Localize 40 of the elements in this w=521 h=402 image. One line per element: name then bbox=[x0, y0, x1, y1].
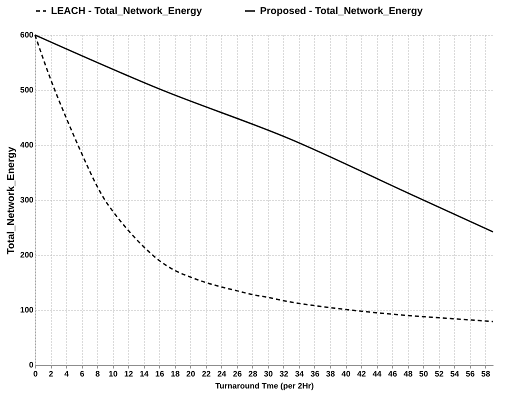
legend-label: LEACH - Total_Network_Energy bbox=[51, 6, 202, 17]
x-tick-label: 48 bbox=[404, 370, 414, 378]
x-tick-label: 8 bbox=[95, 370, 100, 378]
y-tick-label: 100 bbox=[20, 306, 34, 314]
x-tick-label: 36 bbox=[310, 370, 320, 378]
y-tick-label: 300 bbox=[20, 196, 34, 204]
x-axis-title: Turnaround Tme (per 2Hr) bbox=[215, 382, 314, 390]
x-tick-label: 30 bbox=[264, 370, 274, 378]
x-tick-label: 32 bbox=[279, 370, 289, 378]
x-tick-label: 42 bbox=[357, 370, 367, 378]
x-tick-label: 14 bbox=[140, 370, 150, 378]
x-tick-label: 16 bbox=[155, 370, 165, 378]
x-tick-label: 38 bbox=[326, 370, 336, 378]
x-tick-label: 52 bbox=[434, 370, 444, 378]
x-tick-label: 10 bbox=[108, 370, 118, 378]
y-tick-label: 0 bbox=[29, 360, 34, 370]
x-tick-label: 6 bbox=[80, 370, 85, 378]
y-tick-label: 200 bbox=[20, 250, 34, 260]
x-tick-label: 50 bbox=[419, 370, 429, 378]
y-tick-label: 600 bbox=[20, 30, 34, 40]
x-tick-label: 46 bbox=[388, 370, 398, 378]
x-tick-label: 54 bbox=[450, 370, 460, 378]
y-tick-label: 500 bbox=[20, 86, 34, 94]
x-tick-label: 24 bbox=[217, 370, 227, 378]
x-tick-label: 2 bbox=[48, 370, 54, 378]
x-tick-label: 56 bbox=[466, 370, 476, 378]
legend-label: Proposed - Total_Network_Energy bbox=[260, 6, 424, 17]
x-tick-label: 12 bbox=[124, 370, 134, 378]
x-tick-label: 18 bbox=[170, 370, 180, 378]
x-tick-label: 40 bbox=[342, 370, 352, 378]
x-tick-label: 58 bbox=[481, 370, 491, 378]
y-tick-label: 400 bbox=[20, 140, 34, 150]
x-tick-label: 44 bbox=[372, 370, 382, 378]
x-tick-label: 34 bbox=[294, 370, 304, 378]
x-tick-label: 4 bbox=[64, 370, 70, 378]
x-tick-label: 28 bbox=[248, 370, 258, 378]
x-tick-label: 22 bbox=[202, 370, 212, 378]
x-tick-label: 26 bbox=[232, 370, 242, 378]
y-axis-title: Total_Network_Energy bbox=[6, 146, 18, 254]
x-tick-label: 20 bbox=[186, 370, 196, 378]
